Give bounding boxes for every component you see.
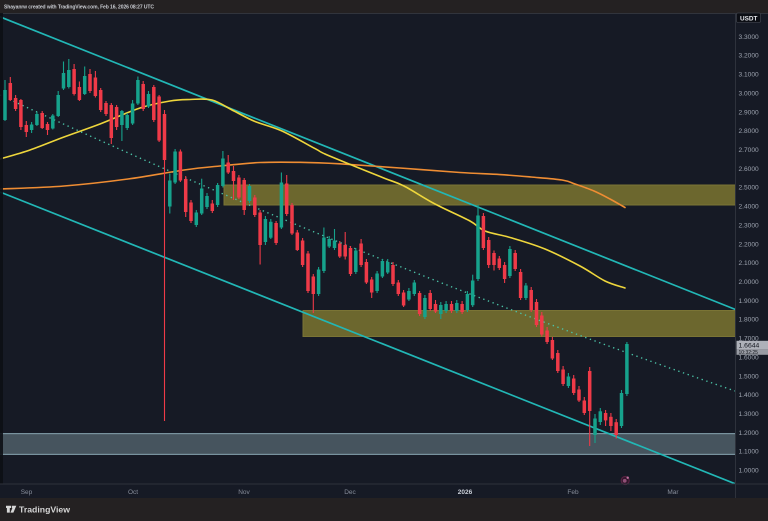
svg-text:TradingView: TradingView [19, 505, 70, 515]
svg-text:2.3000: 2.3000 [739, 222, 760, 229]
svg-text:2.5000: 2.5000 [739, 185, 760, 192]
svg-text:Mar: Mar [667, 489, 679, 496]
svg-text:2.8000: 2.8000 [739, 128, 760, 135]
svg-text:1.2000: 1.2000 [739, 430, 760, 437]
svg-text:1.7000: 1.7000 [739, 336, 760, 343]
svg-text:1.6000: 1.6000 [739, 354, 760, 361]
svg-text:1.6644: 1.6644 [739, 343, 760, 350]
svg-text:2.2000: 2.2000 [739, 241, 760, 248]
svg-text:USDT: USDT [740, 15, 757, 22]
svg-text:2.6000: 2.6000 [739, 166, 760, 173]
svg-text:Feb: Feb [567, 489, 579, 496]
svg-text:2.9000: 2.9000 [739, 109, 760, 116]
svg-text:10:32:25: 10:32:25 [739, 350, 759, 356]
svg-text:1.1000: 1.1000 [739, 449, 760, 456]
svg-text:1.0000: 1.0000 [739, 468, 760, 475]
svg-text:Oct: Oct [128, 489, 138, 496]
svg-text:1.9000: 1.9000 [739, 298, 760, 305]
svg-text:2026: 2026 [458, 489, 473, 496]
svg-text:2.0000: 2.0000 [739, 279, 760, 286]
svg-text:3.0000: 3.0000 [739, 90, 760, 97]
svg-text:Dec: Dec [344, 489, 356, 496]
svg-text:Nov: Nov [238, 489, 250, 496]
svg-text:1.5000: 1.5000 [739, 373, 760, 380]
svg-text:1.4000: 1.4000 [739, 392, 760, 399]
svg-text:2.4000: 2.4000 [739, 204, 760, 211]
svg-text:1.3000: 1.3000 [739, 411, 760, 418]
svg-text:Shayanrw created with TradingV: Shayanrw created with TradingView.com, F… [4, 4, 154, 10]
svg-text:3.1000: 3.1000 [739, 72, 760, 79]
svg-text:3.3000: 3.3000 [739, 34, 760, 41]
svg-text:2.7000: 2.7000 [739, 147, 760, 154]
svg-text:3.2000: 3.2000 [739, 53, 760, 60]
svg-text:Sep: Sep [21, 489, 33, 496]
svg-text:1.8000: 1.8000 [739, 317, 760, 324]
svg-text:2.1000: 2.1000 [739, 260, 760, 267]
